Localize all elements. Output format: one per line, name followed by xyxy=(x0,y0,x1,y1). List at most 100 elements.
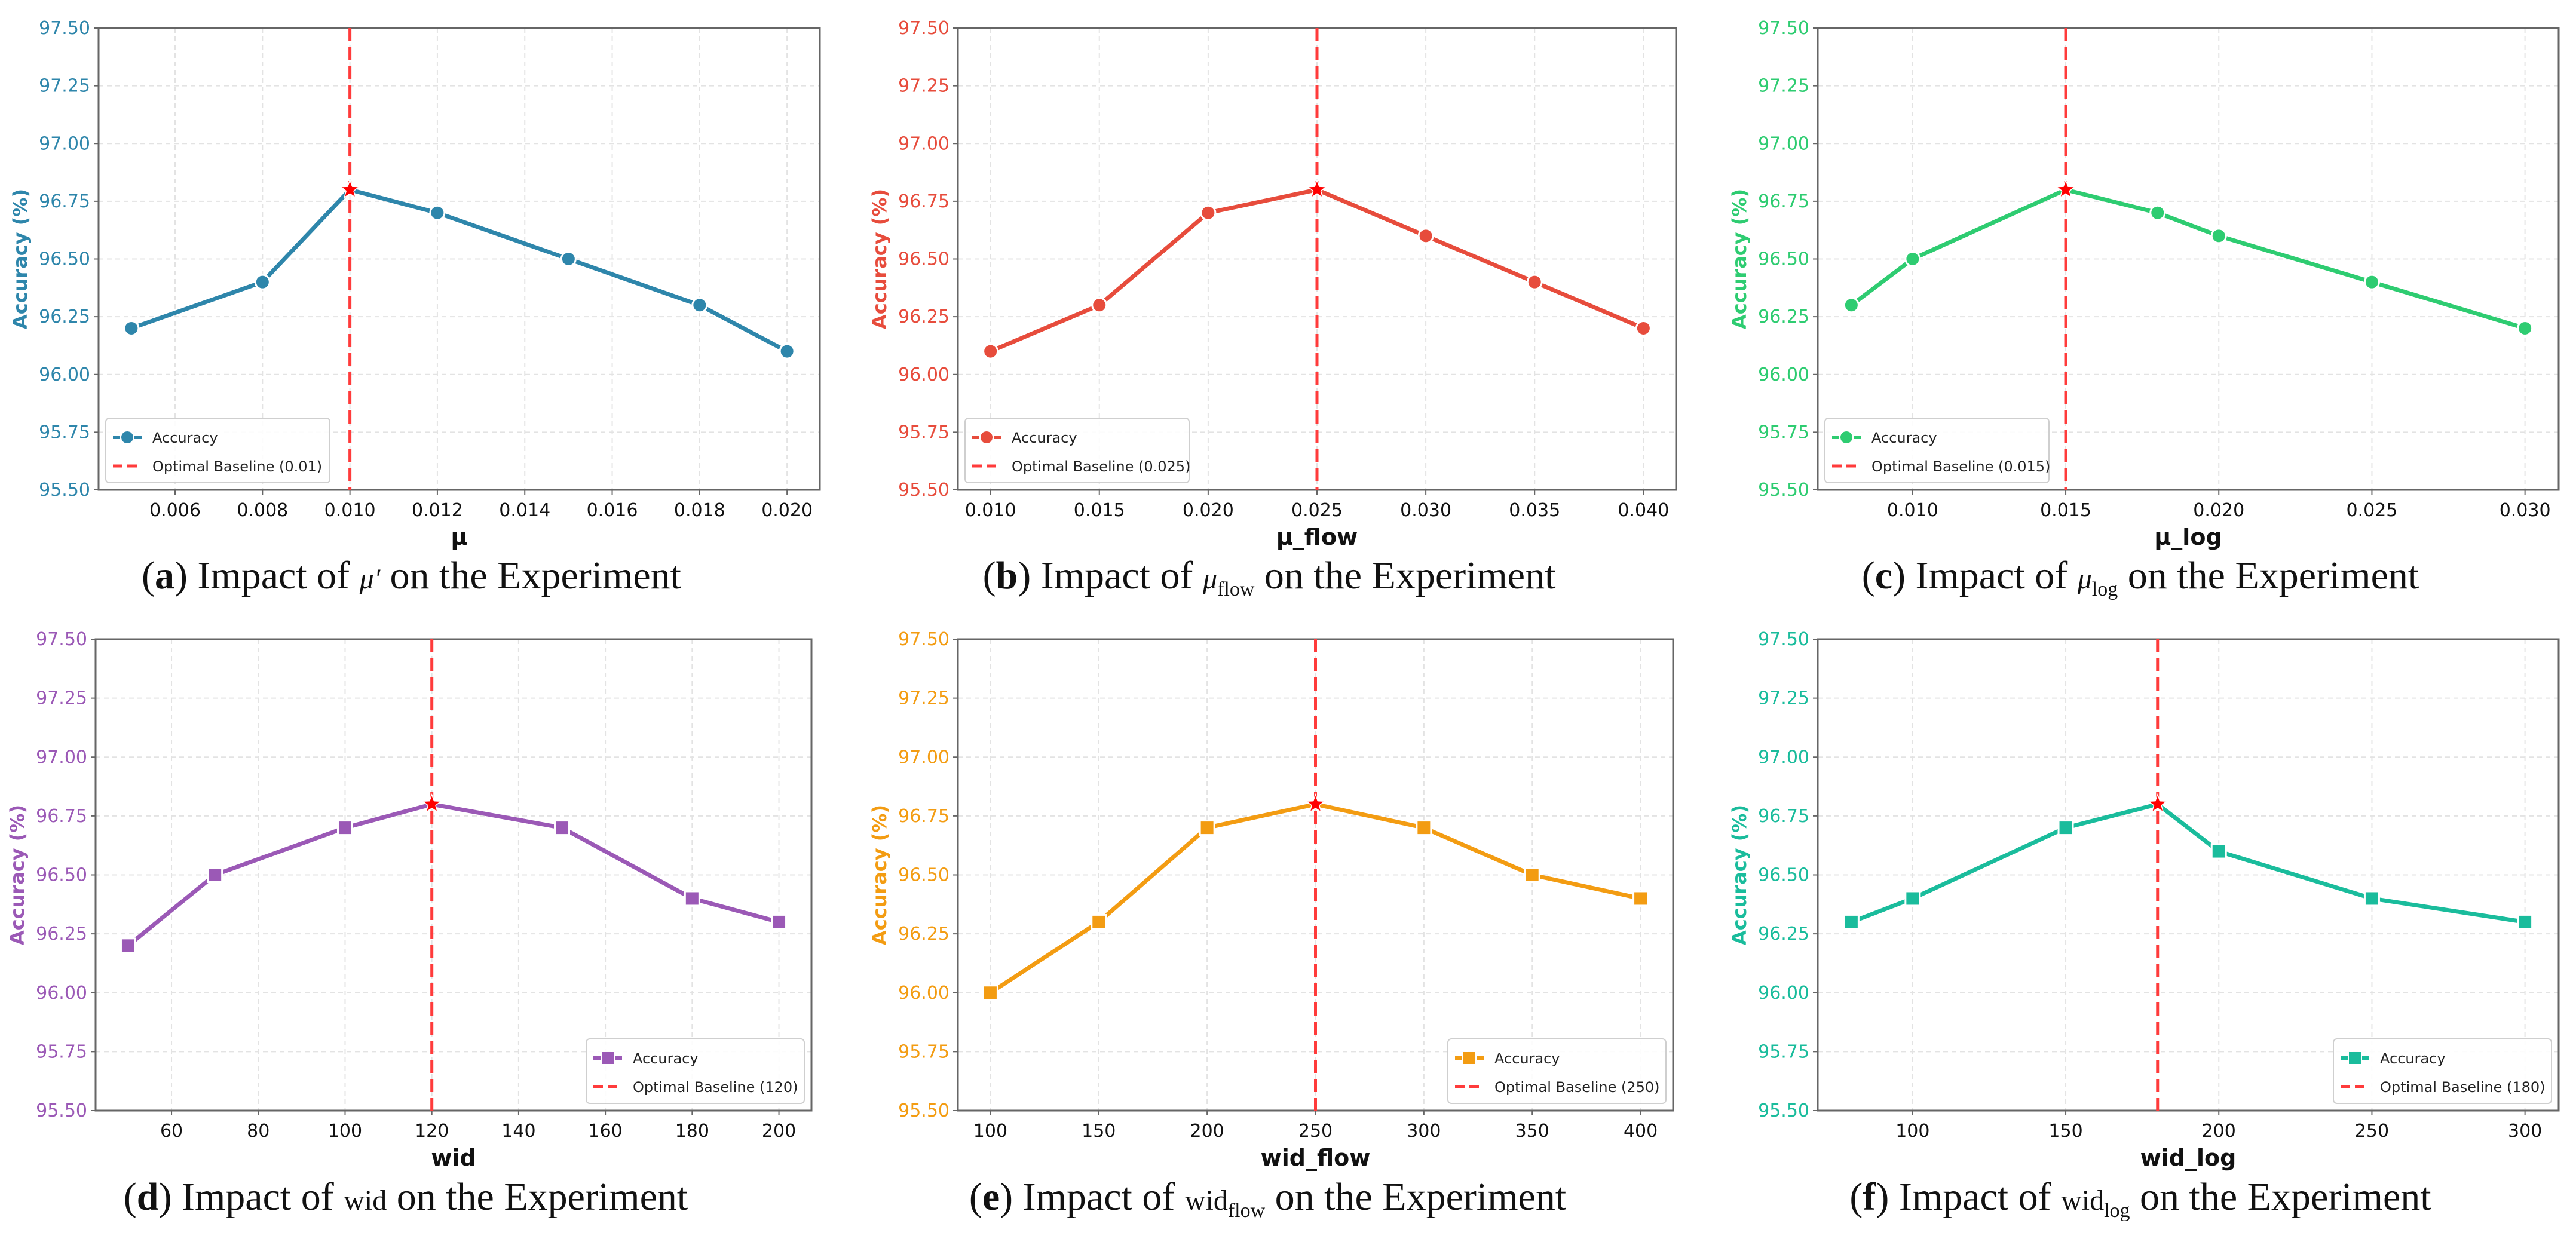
y-tick-label: 95.75 xyxy=(1758,422,1809,443)
x-tick-label: 300 xyxy=(2508,1121,2542,1142)
legend-marker-icon xyxy=(602,1052,614,1064)
optimal-star-marker xyxy=(2147,793,2168,813)
x-tick-label: 160 xyxy=(588,1121,622,1142)
y-tick-label: 95.75 xyxy=(39,422,90,443)
caption-subscript: flow xyxy=(1217,578,1255,600)
y-tick-label: 96.75 xyxy=(1758,191,1809,212)
caption-suffix: on the Experiment xyxy=(380,554,681,597)
legend-accuracy-label: Accuracy xyxy=(1871,430,1937,446)
x-tick-label: 150 xyxy=(2048,1121,2082,1142)
data-point xyxy=(123,320,140,336)
y-tick-label: 95.75 xyxy=(898,1041,949,1062)
y-tick-label: 95.50 xyxy=(1758,480,1809,501)
data-point xyxy=(1904,890,1921,907)
data-point xyxy=(771,913,788,930)
y-tick-label: 96.50 xyxy=(1758,865,1809,886)
data-point xyxy=(2517,913,2534,930)
legend-baseline-label: Optimal Baseline (180) xyxy=(2380,1079,2546,1096)
data-point xyxy=(684,890,700,907)
data-point xyxy=(207,867,223,883)
data-point xyxy=(982,985,998,1001)
legend-box xyxy=(2333,1038,2552,1104)
data-point xyxy=(1843,913,1860,930)
y-axis-label: Accuracy (%) xyxy=(868,805,891,945)
caption-subscript: log xyxy=(2092,578,2118,600)
legend-baseline-label: Optimal Baseline (250) xyxy=(1494,1079,1660,1096)
legend: Accuracy Optimal Baseline (180) xyxy=(2333,1038,2552,1104)
legend-baseline-label: Optimal Baseline (120) xyxy=(633,1079,798,1096)
x-tick-label: 200 xyxy=(1190,1121,1224,1142)
legend-accuracy-label: Accuracy xyxy=(1494,1050,1560,1067)
y-tick-label: 96.50 xyxy=(36,865,87,886)
legend-marker-icon xyxy=(981,431,993,443)
y-axis-label: Accuracy (%) xyxy=(1728,805,1751,945)
caption-label: d xyxy=(137,1175,159,1219)
x-tick-label: 200 xyxy=(762,1121,796,1142)
subplot-e: 95.50 95.75 96.00 96.25 96.50 96.75 97.00 97.25… xyxy=(868,629,1674,1222)
x-tick-label: 0.008 xyxy=(237,500,288,521)
x-tick-label: 100 xyxy=(1895,1121,1929,1142)
x-tick-label: 0.010 xyxy=(324,500,376,521)
y-tick-label: 96.25 xyxy=(898,924,949,945)
caption-suffix: on the Experiment xyxy=(1254,554,1555,597)
subplot-caption: (c) Impact of μlog on the Experiment xyxy=(1862,554,2419,600)
legend-box xyxy=(586,1038,805,1104)
y-tick-label: 97.50 xyxy=(1758,18,1809,39)
x-tick-label: 120 xyxy=(415,1121,449,1142)
data-point xyxy=(2210,843,2227,860)
data-point xyxy=(120,937,136,954)
caption-suffix: on the Experiment xyxy=(387,1175,688,1219)
caption-symbol: μ xyxy=(1202,563,1217,595)
caption-symbol: wid xyxy=(2061,1185,2104,1216)
y-tick-label: 95.50 xyxy=(898,1100,949,1121)
data-point xyxy=(336,820,353,836)
caption-suffix: on the Experiment xyxy=(1265,1175,1566,1219)
y-tick-label: 95.50 xyxy=(898,480,949,501)
data-point xyxy=(1632,890,1649,907)
data-point xyxy=(254,274,271,290)
data-point xyxy=(1524,867,1540,883)
x-tick-label: 200 xyxy=(2202,1121,2236,1142)
caption-symbol: wid xyxy=(344,1185,387,1216)
y-tick-label: 96.00 xyxy=(1758,364,1809,385)
y-tick-label: 96.75 xyxy=(36,806,87,827)
x-tick-label: 0.016 xyxy=(587,500,638,521)
y-tick-label: 96.50 xyxy=(1758,249,1809,270)
x-tick-label: 0.012 xyxy=(412,500,463,521)
data-point xyxy=(1200,204,1217,221)
y-tick-label: 96.25 xyxy=(39,306,90,327)
x-tick-label: 0.014 xyxy=(499,500,550,521)
x-tick-label: 0.015 xyxy=(2040,500,2091,521)
optimal-star-marker xyxy=(2055,179,2076,199)
y-tick-label: 97.25 xyxy=(898,688,949,709)
x-axis-label: μ xyxy=(451,524,468,550)
data-point xyxy=(1091,913,1107,930)
y-tick-label: 96.75 xyxy=(39,191,90,212)
subplot-caption: (d) Impact of wid on the Experiment xyxy=(124,1175,688,1219)
legend-marker-icon xyxy=(121,431,133,443)
caption-symbol: wid xyxy=(1185,1185,1228,1216)
optimal-star-marker xyxy=(1306,179,1328,199)
y-tick-label: 96.00 xyxy=(39,364,90,385)
data-point xyxy=(554,820,571,836)
x-tick-label: 250 xyxy=(1298,1121,1333,1142)
y-axis-label: Accuracy (%) xyxy=(868,189,891,329)
x-tick-label: 0.040 xyxy=(1618,500,1669,521)
legend: Accuracy Optimal Baseline (0.025) xyxy=(964,418,1190,483)
subplot-a: 95.50 95.75 96.00 96.25 96.50 96.75 97.00 97.25… xyxy=(9,18,821,597)
caption-label: b xyxy=(996,554,1018,597)
y-tick-label: 97.00 xyxy=(1758,747,1809,768)
caption-prefix: ) Impact of xyxy=(1892,554,2078,597)
caption-prefix: ) Impact of xyxy=(1000,1175,1185,1219)
x-tick-label: 0.020 xyxy=(1183,500,1234,521)
x-tick-label: 150 xyxy=(1082,1121,1116,1142)
legend-marker-icon xyxy=(1840,431,1852,443)
data-point xyxy=(2149,204,2166,221)
caption-label: e xyxy=(982,1175,1000,1219)
caption-paren: ( xyxy=(142,554,155,597)
y-tick-label: 97.00 xyxy=(898,133,949,154)
legend: Accuracy Optimal Baseline (120) xyxy=(586,1038,805,1104)
data-point xyxy=(691,297,708,314)
legend: Accuracy Optimal Baseline (0.015) xyxy=(1824,418,2050,483)
